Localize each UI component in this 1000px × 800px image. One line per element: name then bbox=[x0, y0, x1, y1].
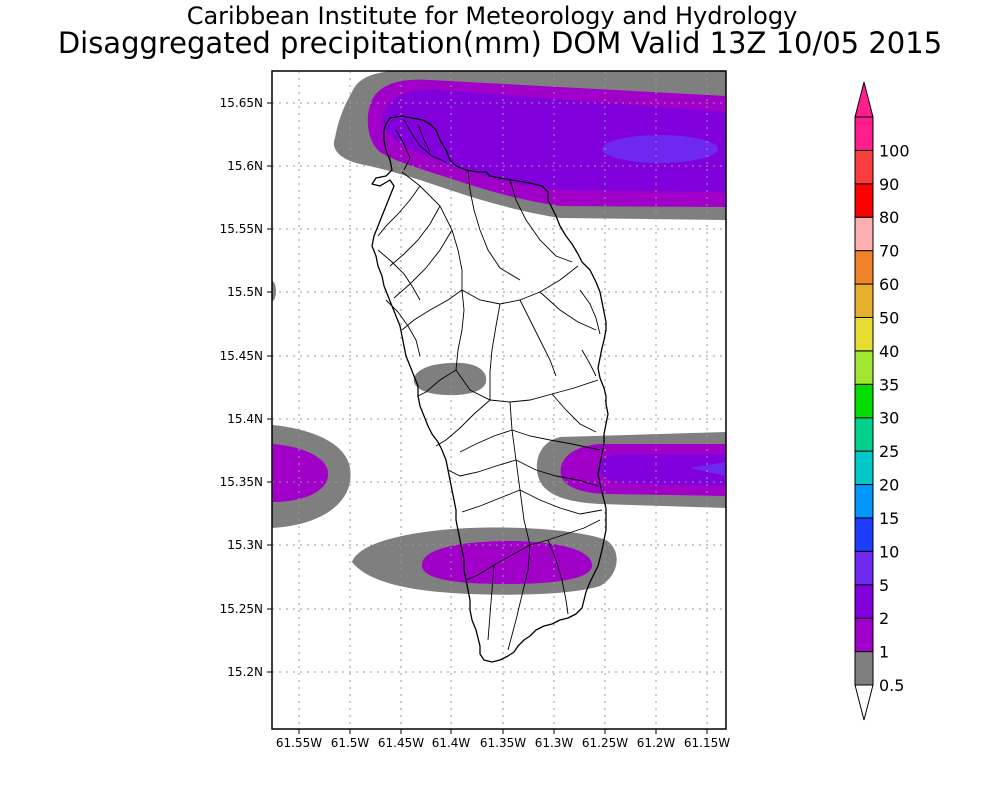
y-tick-label: 15.4N bbox=[227, 412, 263, 426]
x-tick-label: 61.2W bbox=[637, 736, 676, 750]
y-tick-label: 15.35N bbox=[220, 475, 263, 489]
colorbar-label: 25 bbox=[879, 442, 899, 461]
colorbar-label: 1 bbox=[879, 643, 889, 662]
colorbar-swatch bbox=[854, 383, 874, 419]
colorbar-label: 5 bbox=[879, 576, 889, 595]
colorbar-swatch bbox=[854, 417, 874, 452]
colorbar-swatch bbox=[854, 450, 874, 486]
colorbar-label: 10 bbox=[879, 542, 899, 561]
colorbar-label: 60 bbox=[879, 275, 899, 294]
y-tick-label: 15.25N bbox=[220, 602, 263, 616]
precip-area-east-5 bbox=[690, 462, 726, 476]
precip-area-edge-0.5 bbox=[272, 281, 276, 301]
colorbar-swatch bbox=[854, 617, 874, 653]
colorbar-swatch bbox=[854, 517, 874, 552]
colorbar-swatch bbox=[854, 484, 874, 519]
colorbar-label: 80 bbox=[879, 208, 899, 227]
x-tick-label: 61.4W bbox=[432, 736, 471, 750]
colorbar-label: 40 bbox=[879, 342, 899, 361]
precip-area-north-5 bbox=[602, 135, 718, 163]
colorbar-label: 90 bbox=[879, 175, 899, 194]
colorbar-label: 100 bbox=[879, 141, 910, 160]
colorbar-label: 35 bbox=[879, 375, 899, 394]
x-tick-label: 61.3W bbox=[535, 736, 574, 750]
colorbar-label: 15 bbox=[879, 509, 899, 528]
x-tick-label: 61.15W bbox=[684, 736, 730, 750]
chart-subtitle: Disaggregated precipitation(mm) DOM Vali… bbox=[57, 26, 943, 60]
y-tick-label: 15.6N bbox=[227, 159, 263, 173]
colorbar-swatch bbox=[854, 149, 874, 185]
x-tick-label: 61.45W bbox=[378, 736, 424, 750]
y-tick-label: 15.5N bbox=[227, 285, 263, 299]
colorbar-label: 20 bbox=[879, 476, 899, 495]
colorbar-label: 30 bbox=[879, 409, 899, 428]
colorbar-label: 0.5 bbox=[879, 676, 904, 695]
colorbar-swatch bbox=[854, 550, 874, 586]
precip-area-south-1 bbox=[421, 541, 593, 584]
colorbar-label: 2 bbox=[879, 609, 889, 628]
colorbar-swatch bbox=[854, 216, 874, 252]
colorbar-arrow-low bbox=[854, 684, 874, 721]
y-tick-label: 15.45N bbox=[220, 349, 263, 363]
colorbar-swatch bbox=[854, 651, 874, 686]
colorbar-arrow-high bbox=[854, 81, 874, 118]
colorbar-swatch bbox=[854, 584, 874, 619]
x-tick-label: 61.25W bbox=[582, 736, 628, 750]
island-dominica bbox=[371, 115, 609, 663]
x-tick-label: 61.5W bbox=[331, 736, 370, 750]
chart-title: Caribbean Institute for Meteorology and … bbox=[186, 2, 798, 30]
y-tick-label: 15.3N bbox=[227, 538, 263, 552]
y-tick-label: 15.2N bbox=[227, 665, 263, 679]
axis-tick-marks bbox=[267, 102, 708, 734]
map-gridlines bbox=[272, 71, 726, 729]
colorbar-swatch bbox=[854, 116, 874, 151]
colorbar-label: 50 bbox=[879, 308, 899, 327]
colorbar-swatch bbox=[854, 283, 874, 318]
y-tick-label: 15.65N bbox=[220, 96, 263, 110]
island-coastline bbox=[371, 115, 609, 663]
precip-area-west-1 bbox=[272, 444, 329, 502]
x-axis-labels: 61.55W 61.5W 61.45W 61.4W 61.35W 61.3W 6… bbox=[276, 736, 730, 750]
y-tick-label: 15.55N bbox=[220, 222, 263, 236]
y-axis-labels: 15.65N 15.6N 15.55N 15.5N 15.45N 15.4N 1… bbox=[220, 96, 263, 679]
map-frame bbox=[271, 70, 727, 730]
x-tick-label: 61.55W bbox=[276, 736, 322, 750]
colorbar-swatch bbox=[854, 250, 874, 285]
colorbar-swatch bbox=[854, 350, 874, 385]
colorbar-label: 70 bbox=[879, 242, 899, 261]
x-tick-label: 61.35W bbox=[480, 736, 526, 750]
precip-area-east-2 bbox=[598, 454, 726, 486]
colorbar-swatch bbox=[854, 316, 874, 352]
colorbar-swatch bbox=[854, 183, 874, 218]
island-interior-lines bbox=[377, 119, 603, 651]
